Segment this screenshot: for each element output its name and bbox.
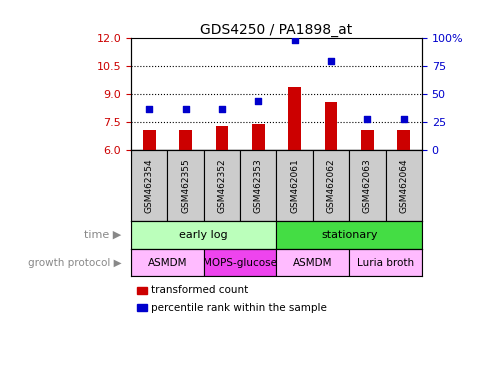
Text: GSM462352: GSM462352 — [217, 158, 226, 213]
Bar — [136, 287, 147, 294]
Text: GSM462061: GSM462061 — [289, 158, 299, 213]
Bar — [131, 221, 276, 249]
Bar — [276, 150, 312, 221]
Bar — [276, 221, 421, 249]
Text: early log: early log — [179, 230, 227, 240]
Bar — [142, 130, 155, 150]
Text: GSM462062: GSM462062 — [326, 158, 335, 213]
Point — [254, 98, 261, 104]
Bar — [348, 150, 385, 221]
Point — [363, 116, 370, 122]
Text: MOPS-glucose: MOPS-glucose — [203, 258, 276, 268]
Text: growth protocol ▶: growth protocol ▶ — [28, 258, 121, 268]
Bar — [276, 249, 348, 276]
Bar — [360, 130, 373, 150]
Text: Luria broth: Luria broth — [356, 258, 413, 268]
Point — [145, 106, 152, 112]
Bar — [179, 130, 192, 150]
Bar — [312, 150, 348, 221]
Text: GSM462063: GSM462063 — [362, 158, 371, 213]
Point — [326, 58, 334, 64]
Bar — [131, 150, 167, 221]
Bar — [240, 150, 276, 221]
Bar — [167, 150, 203, 221]
Text: transformed count: transformed count — [151, 285, 248, 295]
Text: GSM462353: GSM462353 — [253, 158, 262, 213]
Bar — [215, 126, 228, 150]
Bar — [348, 249, 421, 276]
Text: GSM462354: GSM462354 — [144, 158, 153, 213]
Bar — [131, 249, 203, 276]
Point — [217, 106, 225, 112]
Text: ASMDM: ASMDM — [292, 258, 332, 268]
Bar — [396, 130, 409, 150]
Bar — [251, 124, 264, 150]
Point — [181, 106, 189, 112]
Bar — [203, 249, 276, 276]
Text: GSM462355: GSM462355 — [181, 158, 190, 213]
Point — [399, 116, 407, 122]
Bar — [385, 150, 421, 221]
Text: percentile rank within the sample: percentile rank within the sample — [151, 303, 327, 313]
Text: stationary: stationary — [320, 230, 377, 240]
Point — [290, 36, 298, 43]
Bar — [136, 304, 147, 311]
Bar — [324, 102, 337, 150]
Text: GSM462064: GSM462064 — [398, 158, 408, 213]
Title: GDS4250 / PA1898_at: GDS4250 / PA1898_at — [200, 23, 352, 37]
Bar — [203, 150, 240, 221]
Bar — [287, 87, 301, 150]
Text: time ▶: time ▶ — [84, 230, 121, 240]
Text: ASMDM: ASMDM — [147, 258, 187, 268]
